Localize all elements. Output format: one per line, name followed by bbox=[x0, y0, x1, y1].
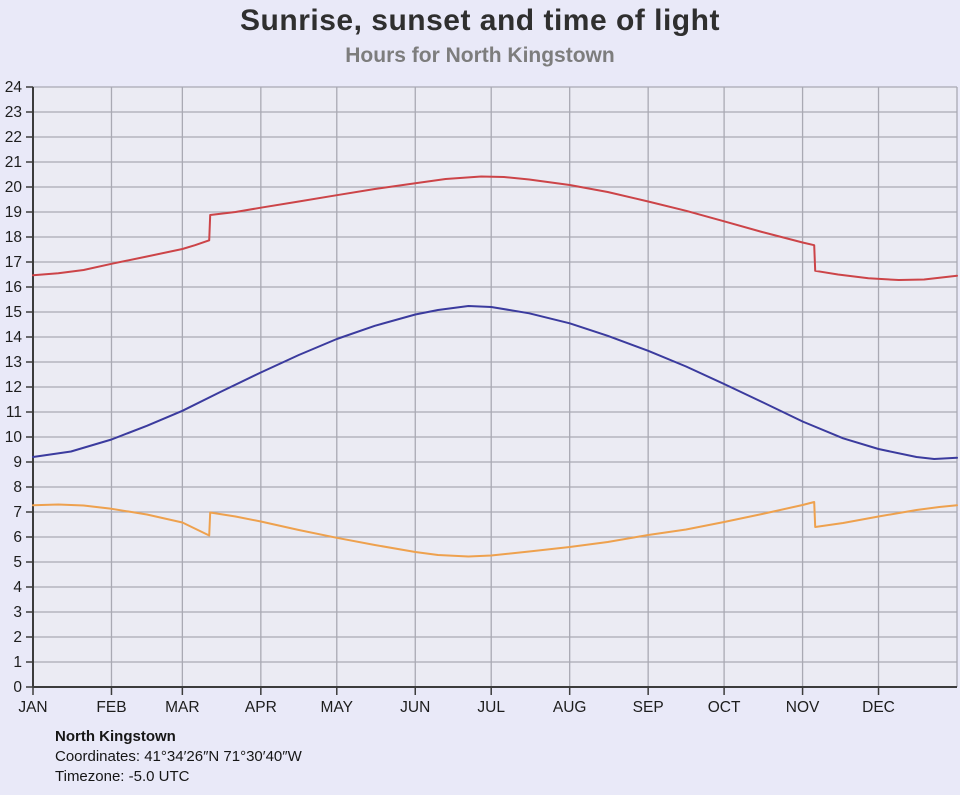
y-tick-label: 7 bbox=[13, 504, 22, 521]
x-tick-label: FEB bbox=[96, 699, 126, 716]
y-tick-label: 9 bbox=[13, 454, 22, 471]
x-tick-label: SEP bbox=[633, 699, 664, 716]
y-tick-label: 8 bbox=[13, 479, 22, 496]
x-tick-label: JAN bbox=[18, 699, 47, 716]
y-tick-label: 0 bbox=[13, 679, 22, 696]
y-tick-label: 19 bbox=[5, 204, 22, 221]
y-tick-label: 12 bbox=[5, 379, 22, 396]
y-tick-label: 18 bbox=[5, 229, 22, 246]
y-tick-label: 15 bbox=[5, 304, 22, 321]
x-tick-label: AUG bbox=[553, 699, 587, 716]
y-tick-label: 3 bbox=[13, 604, 22, 621]
sunrise-line bbox=[32, 501, 958, 558]
y-tick-label: 2 bbox=[13, 629, 22, 646]
x-tick-label: JUN bbox=[400, 699, 430, 716]
sunset-line bbox=[32, 175, 958, 281]
y-tick-label: 20 bbox=[5, 179, 23, 196]
y-tick-label: 16 bbox=[5, 279, 22, 296]
y-tick-label: 22 bbox=[5, 129, 22, 146]
x-tick-label: JUL bbox=[477, 699, 505, 716]
y-tick-label: 11 bbox=[6, 404, 22, 421]
x-tick-label: NOV bbox=[786, 699, 820, 716]
chart-header: Sunrise, sunset and time of light Hours … bbox=[0, 4, 960, 68]
y-tick-label: 23 bbox=[5, 104, 22, 121]
y-tick-label: 6 bbox=[13, 529, 22, 546]
footer-location: North Kingstown bbox=[55, 728, 176, 745]
x-tick-label: OCT bbox=[708, 699, 741, 716]
y-tick-label: 21 bbox=[5, 154, 22, 171]
y-tick-label: 5 bbox=[13, 554, 22, 571]
chart-title: Sunrise, sunset and time of light bbox=[240, 4, 720, 37]
y-tick-label: 4 bbox=[13, 579, 22, 596]
x-tick-label: MAR bbox=[165, 699, 199, 716]
chart-subtitle: Hours for North Kingstown bbox=[345, 44, 615, 67]
x-tick-label: MAY bbox=[321, 699, 353, 716]
y-tick-label: 13 bbox=[5, 354, 22, 371]
y-tick-label: 10 bbox=[5, 429, 23, 446]
y-tick-label: 1 bbox=[13, 654, 22, 671]
x-tick-label: DEC bbox=[862, 699, 895, 716]
y-tick-label: 17 bbox=[5, 254, 22, 271]
time-of-light-line bbox=[32, 305, 958, 460]
x-tick-label: APR bbox=[245, 699, 277, 716]
y-tick-label: 14 bbox=[5, 329, 23, 346]
footer-timezone: Timezone: -5.0 UTC bbox=[55, 768, 190, 785]
y-tick-label: 24 bbox=[5, 79, 23, 96]
footer-coordinates: Coordinates: 41°34′26″N 71°30′40″W bbox=[55, 748, 302, 765]
chart-footer: North Kingstown Coordinates: 41°34′26″N … bbox=[55, 727, 302, 787]
